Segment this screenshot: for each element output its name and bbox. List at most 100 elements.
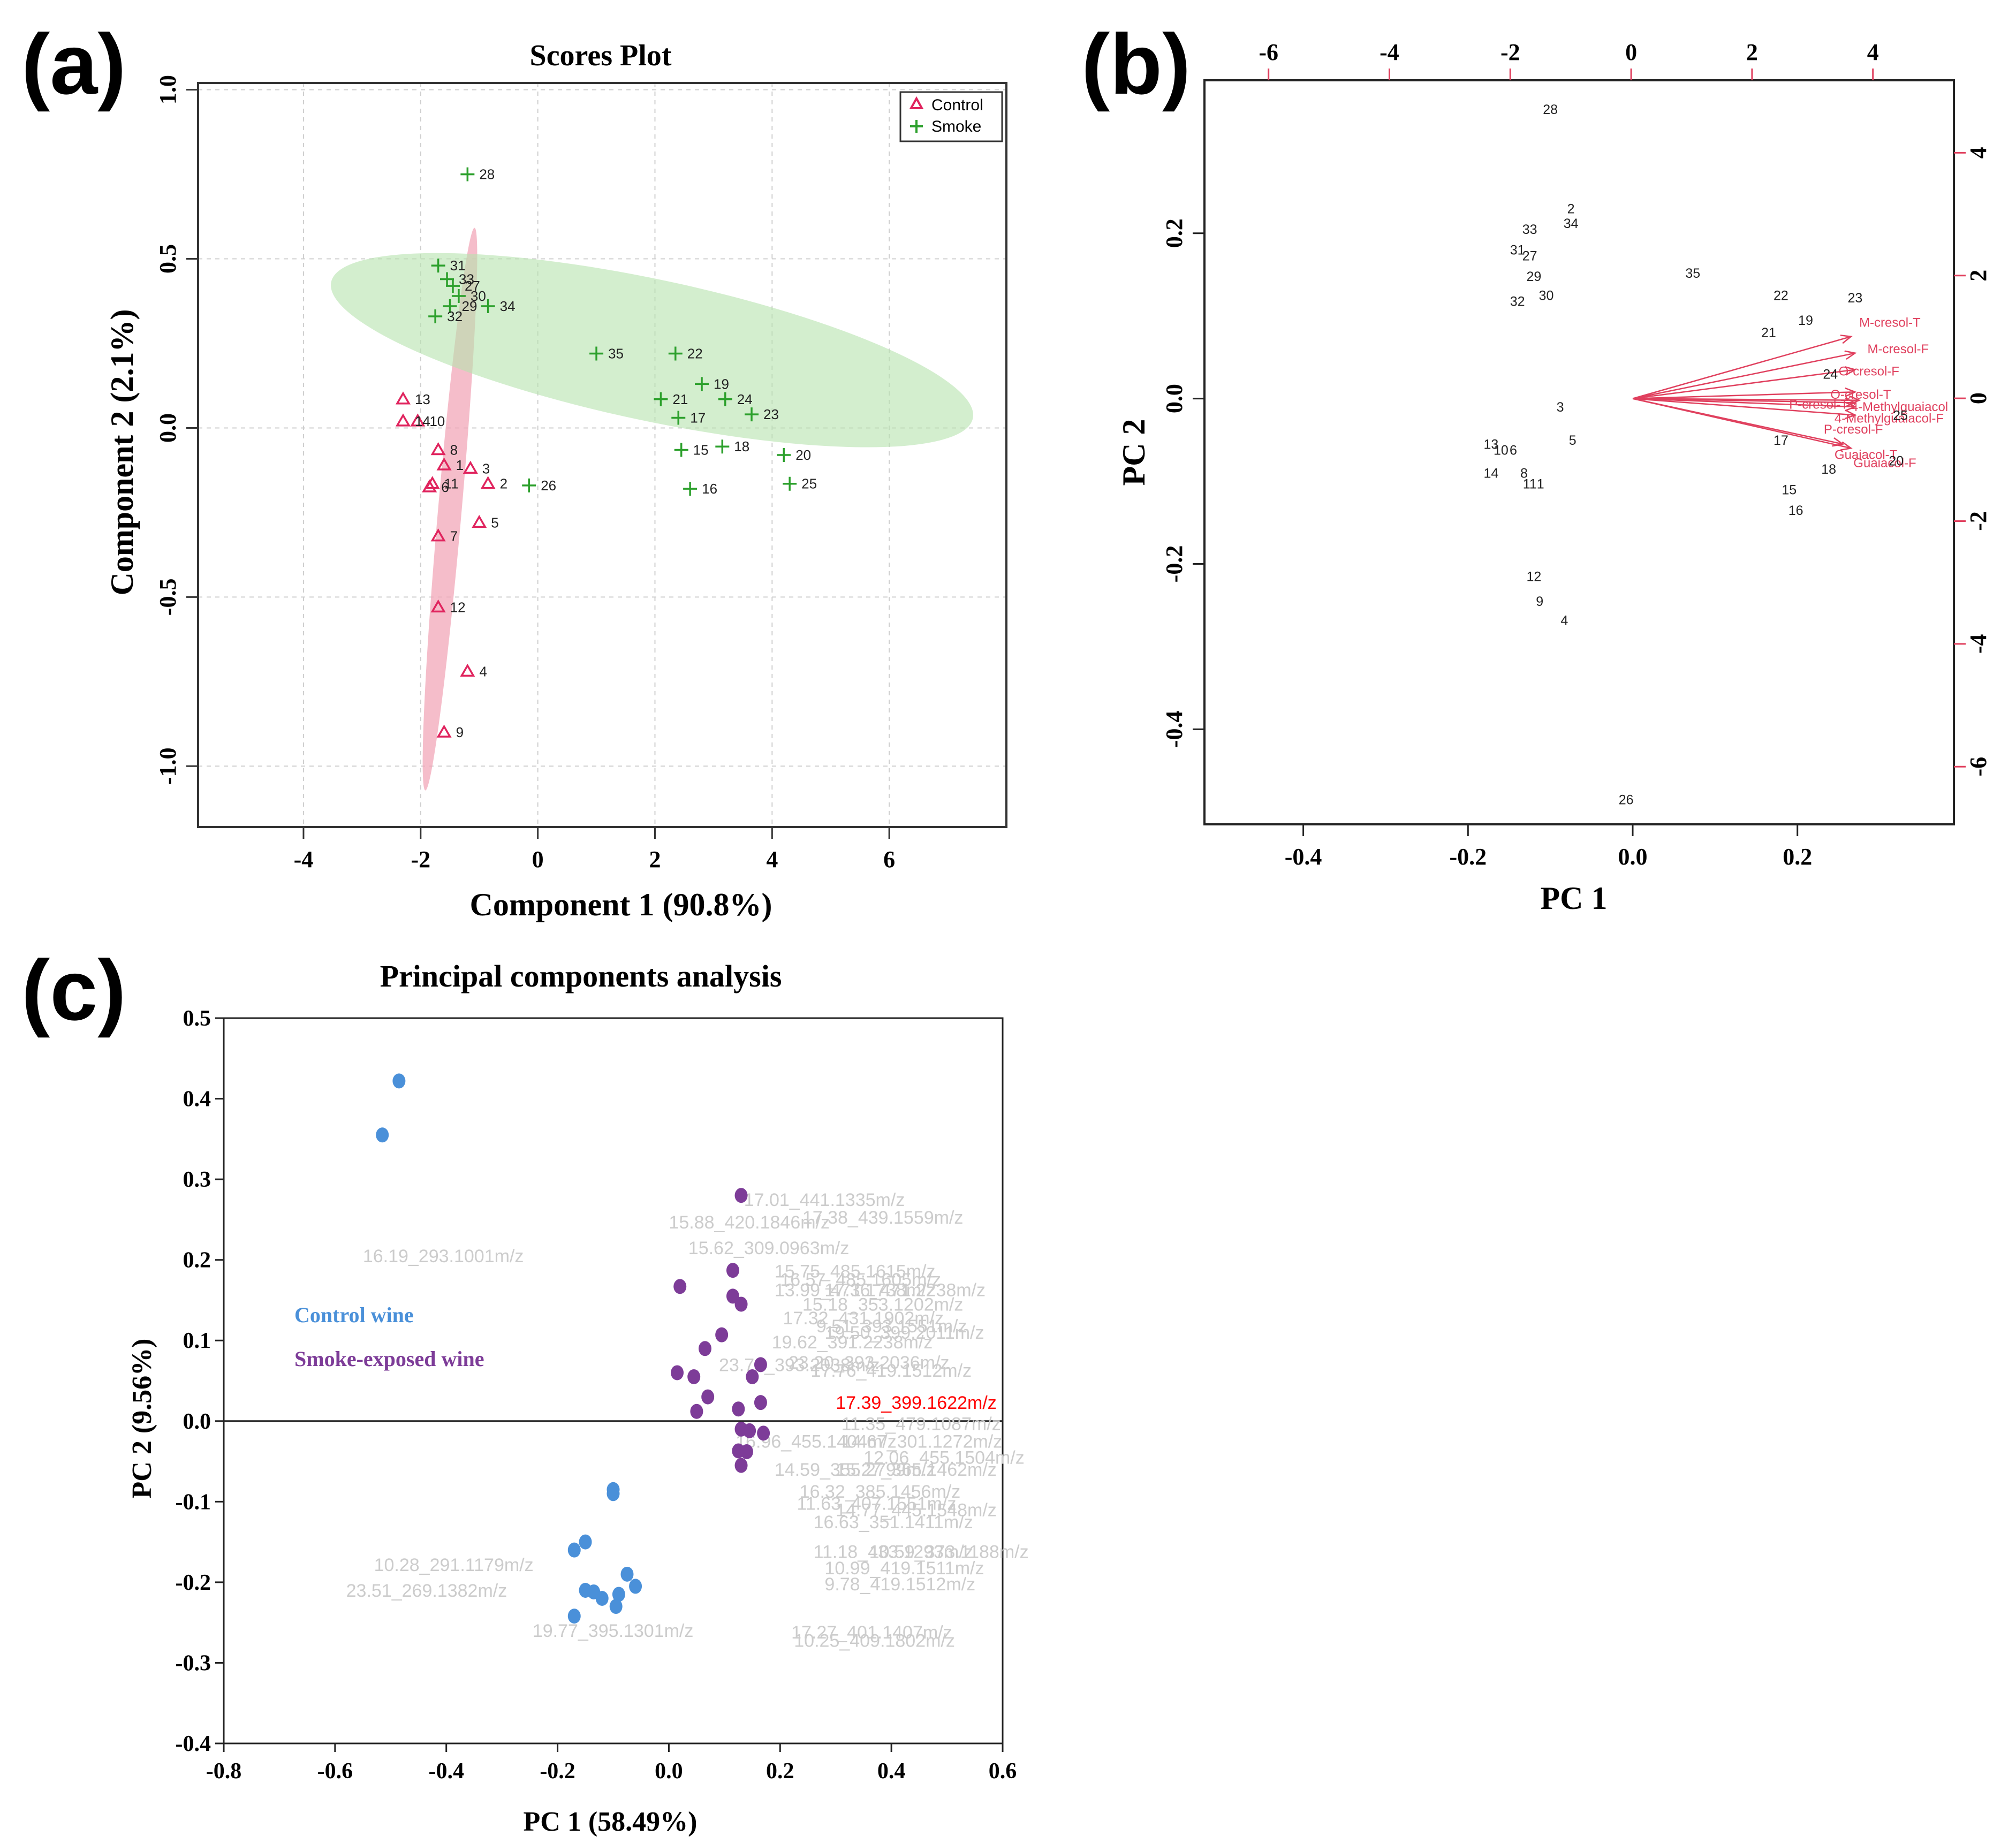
point-label: 11 <box>444 476 459 492</box>
x-tick-label: 0.0 <box>655 1759 683 1784</box>
smoke-point <box>783 476 797 491</box>
variable-label: 14.67_301.1272m/z <box>842 1431 1003 1452</box>
control-wine-point <box>579 1534 592 1550</box>
x-tick-label: 2 <box>649 846 661 873</box>
y-tick-label: -1.0 <box>155 747 181 785</box>
variable-label: 12.06_455.1504m/z <box>863 1448 1025 1468</box>
smoke-point <box>668 346 683 361</box>
variable-label: 16.63_351.1411m/z <box>814 1512 973 1533</box>
smoke-exposed-wine-point <box>740 1444 753 1459</box>
biplot-point-label: 1 <box>1537 477 1544 492</box>
smoke-exposed-wine-point <box>687 1369 701 1384</box>
biplot-xlabel: PC 1 <box>1541 881 1608 916</box>
variable-label: 23.51_269.1382m/z <box>346 1581 507 1601</box>
scores-plot-title: Scores Plot <box>530 39 672 72</box>
top-tick-label: -2 <box>1500 39 1520 65</box>
smoke-exposed-wine-point <box>690 1404 703 1419</box>
biplot-point-label: 18 <box>1821 462 1836 477</box>
smoke-point <box>428 309 443 323</box>
variable-label: 9.51_393.1551m/z <box>816 1316 967 1337</box>
point-label: 17 <box>690 410 706 426</box>
variable-label: 16.57_485.1605m/z <box>780 1270 941 1290</box>
smoke-point <box>522 478 536 492</box>
biplot-point-label: 31 <box>1510 243 1525 258</box>
variable-label: 19.62_391.2238m/z <box>772 1332 933 1353</box>
x-tick-label: 0.2 <box>766 1759 794 1784</box>
point-label: 22 <box>687 345 703 361</box>
point-label: 14 <box>415 413 430 429</box>
y-tick-label: 0.2 <box>183 1248 211 1273</box>
scores-plot-legend: Control Smoke <box>899 91 1003 142</box>
variable-label: 16.19_293.1001m/z <box>363 1246 524 1266</box>
point-label: 32 <box>447 308 463 324</box>
variable-label: 10.99_419.1511m/z <box>824 1558 984 1579</box>
legend-smoke-label: Smoke <box>931 118 981 135</box>
biplot-point-label: 29 <box>1526 269 1541 284</box>
smoke-point <box>718 392 732 406</box>
variable-label: 11.63_407.1551m/z <box>797 1493 956 1514</box>
smoke-point <box>589 346 604 361</box>
variable-label: 10.59_373.1188m/z <box>869 1542 1029 1563</box>
biplot-point-label: 12 <box>1526 570 1541 585</box>
y-tick-label: 0.0 <box>183 1409 211 1434</box>
top-tick-label: 0 <box>1625 39 1637 65</box>
control-wine-point <box>567 1609 581 1624</box>
scores-plot-ylabel: Component 2 (2.1%) <box>104 309 140 596</box>
top-tick-label: -6 <box>1259 39 1278 65</box>
highlighted-variable-label: 17.39_399.1622m/z <box>836 1393 997 1413</box>
biplot-point-label: 21 <box>1761 325 1776 340</box>
smoke-point <box>671 411 686 425</box>
biplot-point-label: 11 <box>1523 477 1537 492</box>
loading-arrow <box>1632 350 1857 399</box>
biplot-point-label: 24 <box>1823 367 1838 382</box>
scores-plot-panel: Scores Plot Component 1 (90.8%) Componen… <box>104 39 1007 922</box>
x-tick-label: -0.2 <box>1449 844 1487 870</box>
loading-label: M-cresol-T <box>1859 316 1921 330</box>
point-label: 27 <box>465 278 480 294</box>
smoke-exposed-wine-point <box>671 1365 684 1381</box>
panel-label-c: (c) <box>21 942 126 1038</box>
smoke-point <box>654 392 668 406</box>
control-point <box>463 460 478 474</box>
legend-control-label: Control <box>931 96 983 114</box>
point-label: 4 <box>479 663 487 679</box>
variable-label: 23.20_393.2036m/z <box>789 1353 950 1373</box>
scores-plot-xlabel: Component 1 (90.8%) <box>470 887 772 922</box>
right-tick-label: 4 <box>1965 147 1991 158</box>
control-wine-point <box>392 1073 406 1089</box>
smoke-point <box>460 167 475 181</box>
biplot-point-label: 17 <box>1774 433 1788 448</box>
pca-panel: Principal components analysis PC 1 (58.4… <box>127 959 1029 1837</box>
biplot-point-label: 32 <box>1510 294 1525 309</box>
smoke-exposed-wine-point <box>754 1395 767 1410</box>
variable-label: 9.78_419.1512m/z <box>824 1574 975 1595</box>
smoke-exposed-wine-point <box>743 1423 756 1438</box>
x-tick-label: 0.6 <box>989 1759 1017 1784</box>
biplot-point-label: 8 <box>1520 466 1528 481</box>
point-label: 9 <box>456 724 464 740</box>
point-label: 3 <box>482 460 490 476</box>
variable-label: 19.50_399.2011m/z <box>824 1323 984 1343</box>
y-tick-label: 0.1 <box>183 1329 211 1353</box>
loading-arrow <box>1632 398 1857 407</box>
point-label: 35 <box>608 345 624 361</box>
biplot-point-label: 35 <box>1685 266 1700 281</box>
point-label: 19 <box>714 376 729 392</box>
biplot-point-label: 5 <box>1569 433 1577 448</box>
variable-label: 10.28_291.1179m/z <box>374 1555 534 1575</box>
variable-label: 11.18_433.1293m/z <box>814 1542 973 1563</box>
point-label: 34 <box>500 298 516 314</box>
loading-label: P-cresol-F <box>1824 422 1883 437</box>
smoke-point <box>443 299 457 313</box>
pca-frame <box>223 1017 1004 1745</box>
x-tick-label: 6 <box>883 846 895 873</box>
x-tick-label: -0.2 <box>540 1759 575 1784</box>
point-label: 26 <box>541 477 556 494</box>
loading-arrow <box>1632 398 1857 412</box>
pca-title: Principal components analysis <box>380 959 782 993</box>
smoke-exposed-wine-point <box>726 1263 739 1278</box>
variable-label: 17.32_431.1902m/z <box>783 1308 944 1329</box>
y-tick-label: -0.4 <box>176 1732 211 1756</box>
point-label: 28 <box>479 166 495 183</box>
variable-label: 23.73_393.2038m/z <box>719 1355 880 1375</box>
